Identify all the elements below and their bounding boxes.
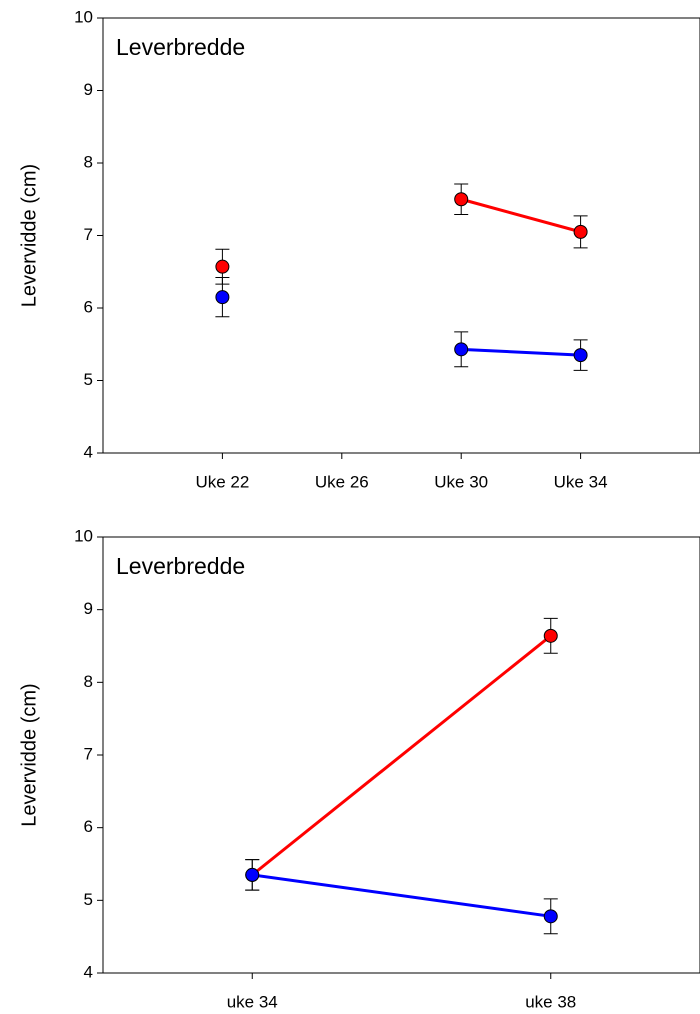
y-tick-label: 6 — [84, 817, 93, 836]
y-tick-label: 5 — [84, 890, 93, 909]
y-tick-label: 7 — [84, 225, 93, 244]
marker — [215, 290, 230, 305]
x-tick-label: uke 34 — [227, 992, 278, 1011]
y-tick-label: 10 — [74, 7, 93, 26]
x-tick-label: uke 38 — [525, 992, 576, 1011]
x-tick-label: Uke 34 — [554, 472, 608, 491]
y-axis-label: Levervidde (cm) — [18, 164, 40, 307]
series-line — [252, 873, 551, 918]
marker — [573, 224, 588, 239]
x-tick-label: Uke 22 — [195, 472, 249, 491]
y-tick-label: 8 — [84, 672, 93, 691]
y-tick-label: 7 — [84, 744, 93, 763]
series-line — [251, 634, 552, 877]
series-line — [460, 197, 581, 234]
y-tick-label: 9 — [84, 599, 93, 618]
y-tick-label: 4 — [84, 962, 93, 981]
marker — [215, 259, 230, 274]
marker — [245, 867, 260, 882]
y-tick-label: 10 — [74, 526, 93, 545]
y-tick-label: 8 — [84, 152, 93, 171]
y-tick-label: 6 — [84, 297, 93, 316]
series-line — [461, 347, 581, 357]
marker — [543, 909, 558, 924]
plot-frame — [102, 17, 700, 454]
marker — [573, 348, 588, 363]
y-tick-label: 5 — [84, 370, 93, 389]
chart-title: Leverbredde — [116, 34, 245, 60]
y-tick-label: 9 — [84, 80, 93, 99]
marker — [454, 342, 469, 357]
x-tick-label: Uke 30 — [434, 472, 488, 491]
y-axis-label: Levervidde (cm) — [18, 683, 40, 826]
marker — [454, 192, 469, 207]
marker — [543, 628, 558, 643]
y-tick-label: 4 — [84, 442, 93, 461]
x-tick-label: Uke 26 — [315, 472, 369, 491]
chart-title: Leverbredde — [116, 553, 245, 579]
